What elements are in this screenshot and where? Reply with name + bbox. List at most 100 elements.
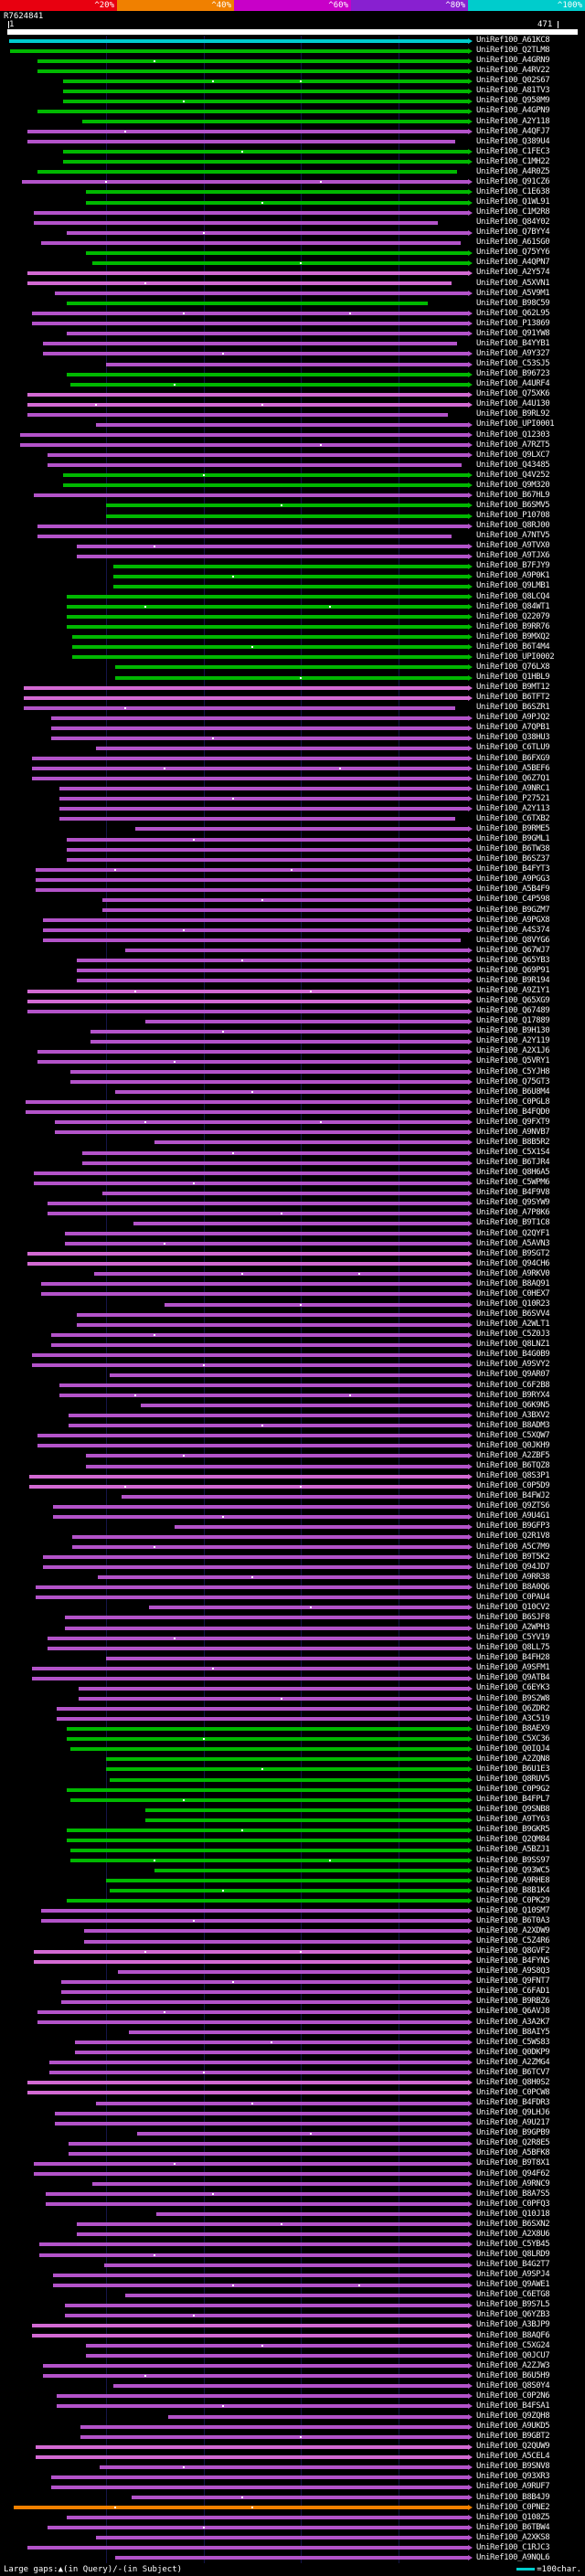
hit-bar[interactable]: [60, 1999, 468, 2004]
hit-bar[interactable]: [29, 1474, 468, 1479]
hit-bar[interactable]: [41, 1919, 468, 1924]
hit-label[interactable]: UniRef100_A9SPJ4: [476, 2270, 550, 2280]
hit-label[interactable]: UniRef100_Q8LL75: [476, 1643, 550, 1653]
hit-bar[interactable]: [101, 1191, 468, 1195]
hit-label[interactable]: UniRef100_Q8LNZ1: [476, 1340, 550, 1350]
hit-bar[interactable]: [76, 554, 468, 558]
hit-bar[interactable]: [105, 1757, 468, 1762]
hit-bar[interactable]: [78, 1697, 468, 1701]
hit-bar[interactable]: [39, 2242, 468, 2247]
hit-label[interactable]: UniRef100_C0PGL8: [476, 1097, 550, 1107]
hit-label[interactable]: UniRef100_Q8LRD9: [476, 2250, 550, 2260]
hit-bar[interactable]: [67, 302, 429, 306]
hit-label[interactable]: UniRef100_Q958M9: [476, 96, 550, 106]
hit-label[interactable]: UniRef100_C5XG24: [476, 2340, 550, 2350]
hit-bar[interactable]: [55, 2121, 468, 2125]
hit-bar[interactable]: [62, 89, 468, 93]
hit-bar[interactable]: [37, 2009, 468, 2014]
hit-label[interactable]: UniRef100_A4U130: [476, 399, 550, 409]
hit-label[interactable]: UniRef100_Q12303: [476, 429, 550, 440]
hit-label[interactable]: UniRef100_Q9FNT7: [476, 1977, 550, 1987]
hit-label[interactable]: UniRef100_A4QPN7: [476, 258, 550, 268]
hit-bar[interactable]: [53, 2273, 468, 2277]
hit-label[interactable]: UniRef100_A2X1J6: [476, 1046, 550, 1056]
hit-label[interactable]: UniRef100_B9GPB9: [476, 2128, 550, 2138]
hit-label[interactable]: UniRef100_A2ZQN8: [476, 1754, 550, 1764]
hit-bar[interactable]: [41, 1292, 468, 1297]
hit-label[interactable]: UniRef100_B4FSA1: [476, 2401, 550, 2411]
hit-bar[interactable]: [47, 1211, 468, 1215]
hit-bar[interactable]: [58, 1383, 468, 1387]
hit-label[interactable]: UniRef100_A2X8U6: [476, 2229, 550, 2239]
hit-bar[interactable]: [113, 2384, 468, 2389]
hit-label[interactable]: UniRef100_A2ZBF5: [476, 1450, 550, 1460]
hit-label[interactable]: UniRef100_Q6AVJ8: [476, 2007, 550, 2017]
hit-bar[interactable]: [70, 1747, 468, 1752]
hit-bar[interactable]: [76, 1312, 468, 1317]
hit-bar[interactable]: [72, 635, 468, 640]
hit-label[interactable]: UniRef100_A9Y327: [476, 348, 550, 358]
hit-label[interactable]: UniRef100_B9MT12: [476, 683, 550, 693]
hit-label[interactable]: UniRef100_A9Z1Y1: [476, 986, 550, 996]
hit-bar[interactable]: [27, 392, 468, 397]
hit-bar[interactable]: [82, 120, 468, 123]
hit-bar[interactable]: [43, 928, 468, 933]
hit-label[interactable]: UniRef100_A9P0K1: [476, 571, 550, 581]
hit-bar[interactable]: [53, 1504, 468, 1509]
hit-label[interactable]: UniRef100_A3A2K7: [476, 2017, 550, 2027]
hit-bar[interactable]: [39, 2253, 468, 2257]
hit-label[interactable]: UniRef100_Q2QM84: [476, 1835, 550, 1845]
hit-label[interactable]: UniRef100_B6FXG9: [476, 753, 550, 763]
hit-label[interactable]: UniRef100_A5BEF6: [476, 763, 550, 773]
hit-bar[interactable]: [67, 1899, 468, 1903]
hit-label[interactable]: UniRef100_B4FQD0: [476, 1107, 550, 1117]
hit-label[interactable]: UniRef100_B4FDR3: [476, 2098, 550, 2108]
hit-label[interactable]: UniRef100_B6TCV7: [476, 2067, 550, 2077]
hit-label[interactable]: UniRef100_A5B4F9: [476, 885, 550, 895]
hit-bar[interactable]: [96, 422, 468, 427]
hit-label[interactable]: UniRef100_A2Y574: [476, 268, 550, 278]
hit-bar[interactable]: [27, 2546, 468, 2550]
hit-label[interactable]: UniRef100_B8A0Q6: [476, 1582, 550, 1592]
hit-label[interactable]: UniRef100_B8AQ91: [476, 1278, 550, 1288]
hit-bar[interactable]: [62, 483, 468, 488]
hit-label[interactable]: UniRef100_A9TY63: [476, 1815, 550, 1825]
hit-label[interactable]: UniRef100_A9TJX6: [476, 551, 550, 561]
hit-label[interactable]: UniRef100_A2XKS8: [476, 2532, 550, 2542]
hit-bar[interactable]: [115, 675, 468, 680]
hit-label[interactable]: UniRef100_A7RZT5: [476, 440, 550, 450]
hit-bar[interactable]: [31, 312, 468, 316]
hit-label[interactable]: UniRef100_Q67489: [476, 1006, 550, 1016]
hit-label[interactable]: UniRef100_Q7BYY4: [476, 228, 550, 238]
hit-bar[interactable]: [144, 1807, 468, 1812]
hit-label[interactable]: UniRef100_A4RV22: [476, 66, 550, 76]
hit-bar[interactable]: [27, 989, 468, 993]
hit-bar[interactable]: [37, 1444, 468, 1448]
hit-label[interactable]: UniRef100_Q9ZTS6: [476, 1501, 550, 1511]
hit-bar[interactable]: [115, 665, 468, 670]
hit-bar[interactable]: [62, 473, 468, 478]
hit-bar[interactable]: [67, 857, 468, 862]
hit-bar[interactable]: [70, 1070, 468, 1075]
hit-bar[interactable]: [67, 372, 468, 376]
hit-bar[interactable]: [69, 1424, 468, 1428]
hit-label[interactable]: UniRef100_B9RME5: [476, 823, 550, 833]
hit-label[interactable]: UniRef100_A5CEL4: [476, 2452, 550, 2462]
hit-label[interactable]: UniRef100_C6TLU9: [476, 743, 550, 753]
hit-bar[interactable]: [110, 1777, 468, 1782]
hit-label[interactable]: UniRef100_C6FAD1: [476, 1987, 550, 1997]
hit-bar[interactable]: [43, 1555, 468, 1560]
hit-bar[interactable]: [35, 867, 468, 872]
hit-label[interactable]: UniRef100_C5XQW7: [476, 1430, 550, 1440]
hit-label[interactable]: UniRef100_A5AVN3: [476, 1238, 550, 1248]
hit-label[interactable]: UniRef100_Q69P91: [476, 965, 550, 975]
hit-label[interactable]: UniRef100_B9GML1: [476, 834, 550, 844]
hit-label[interactable]: UniRef100_A9RNC9: [476, 2178, 550, 2189]
hit-label[interactable]: UniRef100_Q6K9N5: [476, 1400, 550, 1410]
hit-bar[interactable]: [101, 897, 468, 902]
hit-bar[interactable]: [141, 1404, 468, 1408]
hit-bar[interactable]: [43, 342, 458, 346]
hit-bar[interactable]: [37, 1434, 468, 1438]
hit-bar[interactable]: [35, 887, 468, 892]
hit-bar[interactable]: [55, 1120, 468, 1125]
